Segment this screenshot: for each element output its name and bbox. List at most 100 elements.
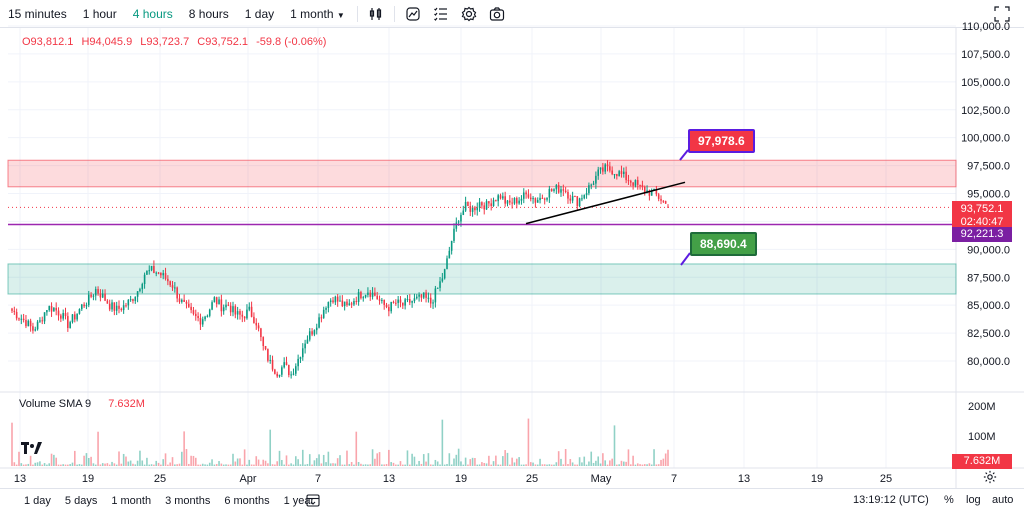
candle-body: [153, 265, 155, 274]
volume-bar: [629, 464, 632, 466]
candle-body: [609, 166, 611, 171]
candle-body: [592, 183, 595, 185]
candle-body: [246, 309, 248, 319]
volume-bar: [276, 461, 278, 466]
timeframe-1month[interactable]: 1 month ▼: [282, 7, 353, 21]
timeframe-1d[interactable]: 1 day: [244, 6, 275, 21]
candle-body: [474, 207, 476, 211]
candle-body: [306, 339, 309, 344]
volume-axis-label: 200M: [968, 401, 996, 413]
range-1m[interactable]: 1 month: [111, 494, 152, 507]
volume-bar: [609, 460, 611, 466]
volume-bar: [150, 464, 153, 466]
volume-legend[interactable]: Volume SMA 9 7.632M: [19, 398, 145, 410]
volume-bar: [406, 450, 409, 466]
trendline: [525, 181, 686, 225]
auto-scale-toggle[interactable]: auto: [992, 494, 1014, 506]
candle-body: [139, 289, 141, 292]
indicators-icon[interactable]: [368, 6, 384, 22]
volume-bar: [490, 464, 493, 466]
candle-body: [357, 292, 360, 302]
chart-settings-gear-icon[interactable]: [983, 470, 997, 484]
volume-bar: [139, 450, 141, 466]
candle-body: [506, 200, 509, 204]
candle-body: [620, 171, 623, 175]
volume-bar: [634, 464, 637, 466]
candle-body: [434, 288, 437, 303]
candle-body: [402, 302, 404, 306]
candle-body: [129, 299, 132, 301]
percent-scale-toggle[interactable]: %: [944, 494, 954, 506]
volume-bar: [46, 464, 48, 466]
volume-bar: [571, 462, 574, 466]
volume-bar: [162, 459, 165, 466]
candle-body: [527, 194, 530, 198]
volume-bar: [83, 455, 85, 466]
candle-body: [595, 175, 597, 184]
resistance-callout[interactable]: 97,978.6: [688, 129, 755, 153]
volume-bar: [53, 454, 55, 466]
snapshot-icon[interactable]: [489, 6, 505, 22]
candle-body: [641, 185, 644, 187]
candle-body: [646, 190, 648, 193]
volume-bar: [485, 463, 488, 466]
volume-bar: [274, 464, 276, 466]
volume-bar: [497, 464, 499, 466]
timeframe-4h[interactable]: 4 hours: [132, 6, 173, 21]
volume-bar: [132, 463, 134, 466]
volume-bar: [462, 464, 465, 466]
candle-body: [569, 198, 572, 201]
settings-icon[interactable]: [461, 6, 477, 22]
volume-bar: [650, 464, 653, 466]
volume-bar: [78, 464, 81, 466]
candle-body: [343, 301, 346, 307]
candle-body: [350, 303, 353, 305]
time-axis-label: 7: [671, 473, 677, 485]
volume-bar: [118, 451, 120, 466]
range-6m[interactable]: 6 months: [224, 494, 270, 507]
volume-bar: [499, 464, 502, 466]
timeframe-15m[interactable]: 15 minutes: [8, 6, 67, 21]
candle-body: [260, 328, 262, 338]
volume-bar: [169, 462, 171, 466]
candle-body: [22, 318, 25, 320]
volume-bar: [522, 464, 525, 466]
candle-body: [13, 310, 16, 313]
candle-body: [115, 305, 118, 311]
candle-body: [460, 214, 462, 222]
chart-type-icon[interactable]: [405, 6, 421, 22]
candle-body: [509, 200, 511, 203]
time-axis-label: 25: [154, 473, 166, 485]
candle-body: [136, 291, 139, 297]
volume-bar: [611, 458, 613, 466]
candle-body: [441, 278, 444, 282]
utc-clock[interactable]: 13:19:12 (UTC): [853, 494, 929, 506]
candle-body: [71, 314, 74, 323]
timeframe-1h[interactable]: 1 hour: [82, 6, 117, 21]
volume-bar: [290, 463, 292, 466]
volume-bar: [576, 464, 579, 466]
tradingview-logo-icon[interactable]: [21, 442, 43, 456]
candle-body: [25, 319, 27, 327]
candle-body: [455, 222, 458, 229]
templates-icon[interactable]: [433, 6, 449, 22]
range-3m[interactable]: 3 months: [165, 494, 211, 507]
goto-date-icon[interactable]: [306, 493, 320, 507]
support-callout[interactable]: 88,690.4: [690, 232, 757, 256]
timeframe-8h[interactable]: 8 hours: [188, 6, 229, 21]
volume-bar: [436, 461, 439, 466]
volume-bar: [590, 451, 593, 466]
volume-bar: [29, 455, 32, 466]
range-5d[interactable]: 5 days: [64, 494, 98, 507]
bottom-toolbar: 1 day 5 days 1 month 3 months 6 months 1…: [0, 488, 1024, 512]
range-1d[interactable]: 1 day: [24, 494, 51, 507]
log-scale-toggle[interactable]: log: [966, 494, 981, 506]
volume-bar: [581, 462, 583, 466]
volume-bar: [181, 451, 183, 466]
fullscreen-icon[interactable]: [994, 6, 1010, 22]
volume-bar: [415, 464, 418, 466]
volume-bar: [422, 454, 425, 466]
candle-body: [534, 198, 537, 203]
volume-bar: [341, 464, 344, 466]
